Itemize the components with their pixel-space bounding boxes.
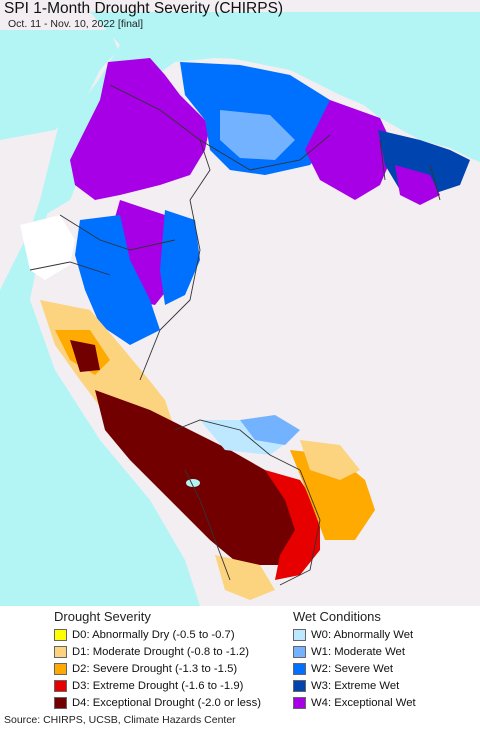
legend-swatch-d2 <box>54 662 67 675</box>
legend-label-w2: W2: Severe Wet <box>311 662 394 675</box>
legend-item-w0: W0: Abnormally Wet <box>293 627 413 642</box>
country-borders <box>29 84 441 586</box>
legend-label-d2: D2: Severe Drought (-1.3 to -1.5) <box>72 662 238 675</box>
ocean-pacific <box>0 210 200 606</box>
drought-d4-south <box>95 390 300 565</box>
legend-label-d0: D0: Abnormally Dry (-0.5 to -0.7) <box>72 628 235 641</box>
legend-item-w1: W1: Moderate Wet <box>293 644 405 659</box>
wet-legend-heading: Wet Conditions <box>293 609 381 624</box>
legend-swatch-d4 <box>54 696 67 709</box>
wet-w2-amazon <box>75 215 160 345</box>
drought-d4-peru-north <box>70 340 100 372</box>
drought-d1-south <box>215 555 275 600</box>
wet-w1-venezuela <box>220 110 295 160</box>
legend-label-d3: D3: Extreme Drought (-1.6 to -1.9) <box>72 679 244 692</box>
legend-label-w1: W1: Moderate Wet <box>311 645 405 658</box>
legend-swatch-d0 <box>54 628 67 641</box>
ocean-caribbean <box>0 30 118 140</box>
legend-item-d2: D2: Severe Drought (-1.3 to -1.5) <box>54 661 237 676</box>
wet-w1-brazil <box>240 415 300 445</box>
drought-legend-heading: Drought Severity <box>54 609 151 624</box>
wet-w4-north <box>70 58 210 200</box>
legend-label-w3: W3: Extreme Wet <box>311 679 400 692</box>
drought-d1-brazil-southwest <box>300 440 360 480</box>
legend-label-w0: W0: Abnormally Wet <box>311 628 414 641</box>
legend-item-w3: W3: Extreme Wet <box>293 678 399 693</box>
map-subtitle: Oct. 11 - Nov. 10, 2022 [final] <box>8 18 144 30</box>
legend-swatch-w2 <box>293 662 306 675</box>
source-credit: Source: CHIRPS, UCSB, Climate Hazards Ce… <box>4 714 236 726</box>
drought-map <box>0 0 480 606</box>
lake-titicaca <box>186 479 200 487</box>
legend-swatch-d1 <box>54 645 67 658</box>
legend-item-d4: D4: Exceptional Drought (-2.0 or less) <box>54 695 261 710</box>
legend-item-d3: D3: Extreme Drought (-1.6 to -1.9) <box>54 678 243 693</box>
legend: Drought Severity Wet Conditions D0: Abno… <box>0 606 480 712</box>
legend-item-d0: D0: Abnormally Dry (-0.5 to -0.7) <box>54 627 235 642</box>
legend-swatch-w1 <box>293 645 306 658</box>
wet-w4-french-guiana <box>395 165 440 205</box>
legend-swatch-d3 <box>54 679 67 692</box>
drought-d3-bolivia <box>265 470 320 580</box>
wet-w4-guyana <box>305 100 395 200</box>
legend-label-d4: D4: Exceptional Drought (-2.0 or less) <box>72 696 261 709</box>
legend-swatch-w0 <box>293 628 306 641</box>
legend-label-w4: W4: Exceptional Wet <box>311 696 416 709</box>
legend-swatch-w3 <box>293 679 306 692</box>
wet-w2-brazil-west <box>160 210 200 305</box>
legend-item-w4: W4: Exceptional Wet <box>293 695 416 710</box>
legend-item-w2: W2: Severe Wet <box>293 661 393 676</box>
legend-item-d1: D1: Moderate Drought (-0.8 to -1.2) <box>54 644 249 659</box>
map-title: SPI 1-Month Drought Severity (CHIRPS) <box>4 0 284 17</box>
ocean-atlantic <box>180 30 480 150</box>
legend-swatch-w4 <box>293 696 306 709</box>
legend-label-d1: D1: Moderate Drought (-0.8 to -1.2) <box>72 645 250 658</box>
